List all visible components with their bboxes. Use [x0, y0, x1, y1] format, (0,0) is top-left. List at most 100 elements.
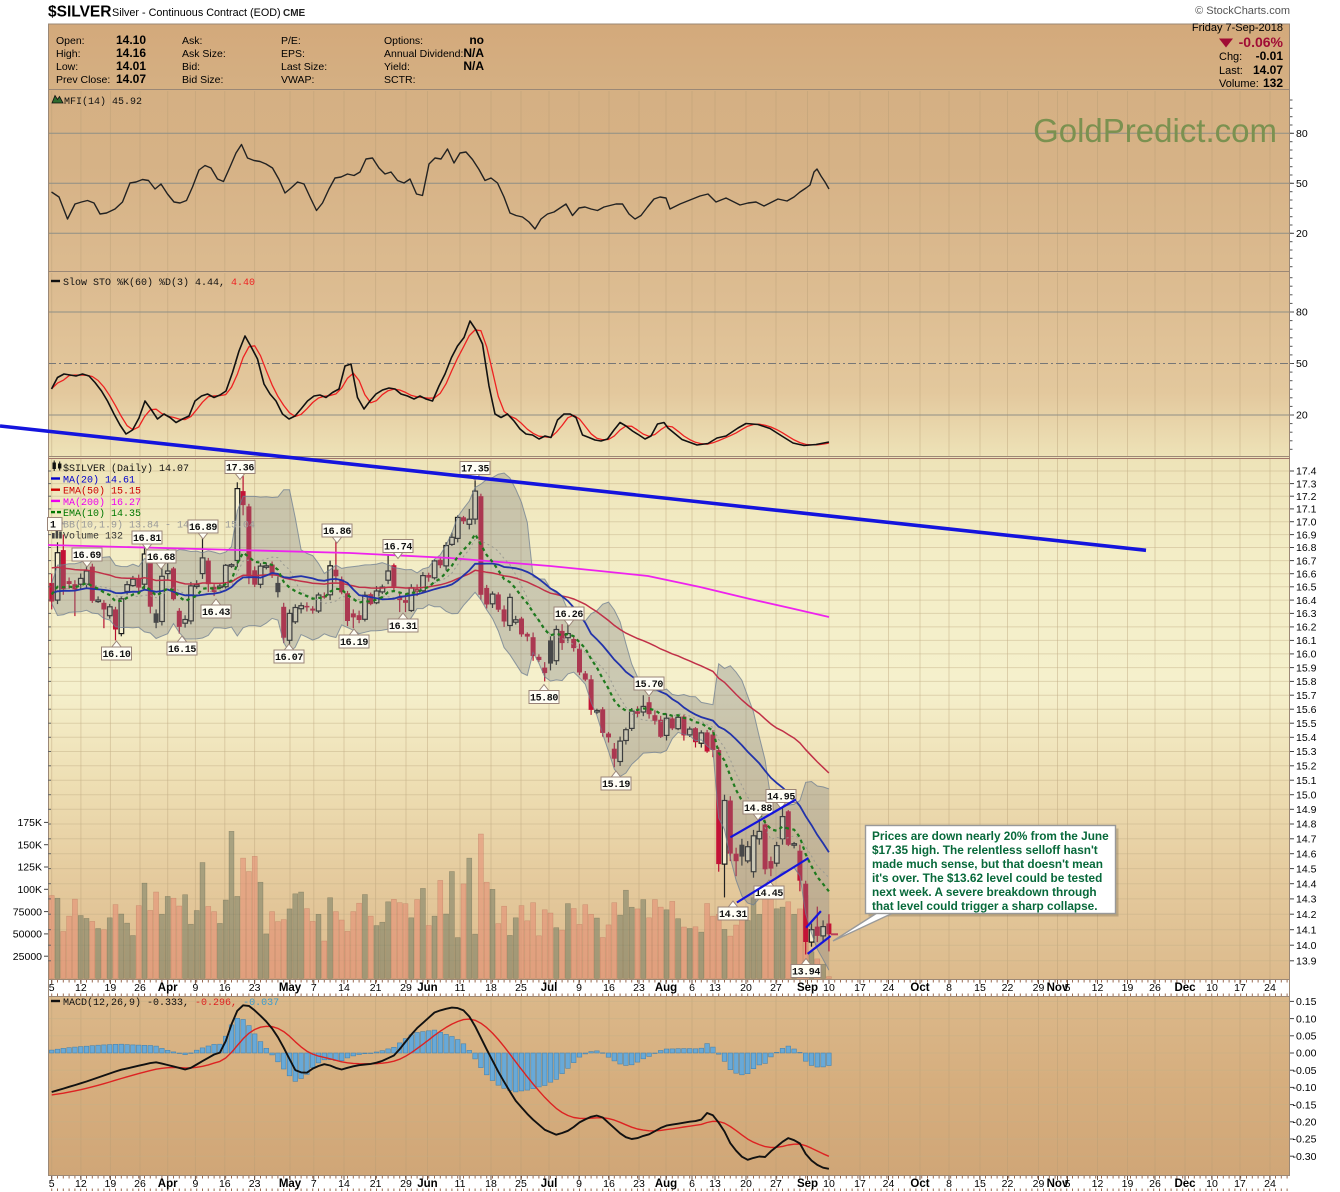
svg-text:5: 5 [49, 1178, 55, 1190]
svg-text:$SILVER: $SILVER [48, 4, 111, 21]
svg-text:15.1: 15.1 [1296, 775, 1317, 787]
svg-text:50: 50 [1296, 358, 1308, 370]
svg-text:80: 80 [1296, 128, 1308, 140]
svg-text:22: 22 [1002, 982, 1014, 994]
svg-text:-0.05: -0.05 [1293, 1065, 1317, 1077]
svg-text:14: 14 [338, 1178, 350, 1190]
svg-text:Jun: Jun [417, 1178, 437, 1190]
svg-text:Aug: Aug [655, 1178, 677, 1190]
svg-text:High:: High: [56, 48, 81, 60]
svg-text:16: 16 [603, 1178, 615, 1190]
svg-text:14.01: 14.01 [116, 59, 146, 73]
svg-text:made much sense, but that does: made much sense, but that doesn't mean [872, 857, 1103, 871]
svg-text:8: 8 [946, 1178, 952, 1190]
svg-text:Bid:: Bid: [182, 61, 200, 73]
svg-text:11: 11 [455, 982, 466, 994]
svg-text:15.80: 15.80 [530, 694, 558, 705]
svg-text:Apr: Apr [158, 982, 178, 994]
svg-text:14.5: 14.5 [1296, 863, 1317, 875]
svg-text:24: 24 [883, 982, 895, 994]
svg-text:16.81: 16.81 [133, 534, 161, 545]
svg-text:Nov: Nov [1047, 1178, 1069, 1190]
svg-text:16.31: 16.31 [389, 622, 417, 633]
svg-text:Ask:: Ask: [182, 35, 202, 47]
svg-text:14.16: 14.16 [116, 46, 146, 60]
svg-text:it's over. The $13.62 level co: it's over. The $13.62 level could be tes… [872, 871, 1102, 885]
svg-text:26: 26 [134, 982, 146, 994]
svg-text:Nov: Nov [1047, 982, 1069, 994]
svg-text:© StockCharts.com: © StockCharts.com [1195, 5, 1290, 17]
svg-text:Dec: Dec [1174, 1178, 1196, 1190]
svg-text:16.0: 16.0 [1296, 649, 1317, 661]
svg-text:Volume 132: Volume 132 [63, 531, 123, 543]
svg-text:24: 24 [1264, 982, 1276, 994]
svg-text:16.69: 16.69 [73, 551, 101, 562]
svg-text:$SILVER (Daily) 14.07: $SILVER (Daily) 14.07 [63, 463, 189, 475]
svg-text:15.0: 15.0 [1296, 789, 1317, 801]
svg-text:24: 24 [883, 1178, 895, 1190]
svg-text:no: no [469, 33, 484, 47]
svg-text:15: 15 [974, 1178, 986, 1190]
svg-text:16.26: 16.26 [555, 610, 583, 621]
svg-text:17.1: 17.1 [1296, 504, 1317, 516]
svg-text:14.8: 14.8 [1296, 819, 1317, 831]
svg-text:EMA(50) 15.15: EMA(50) 15.15 [63, 486, 141, 498]
svg-text:Last:: Last: [1219, 65, 1243, 77]
svg-text:6: 6 [689, 982, 695, 994]
svg-text:Dec: Dec [1174, 982, 1196, 994]
svg-text:N/A: N/A [463, 59, 484, 73]
svg-text:Jul: Jul [541, 1178, 558, 1190]
svg-text:13: 13 [709, 982, 721, 994]
svg-text:MFI(14) 45.92: MFI(14) 45.92 [64, 96, 142, 108]
svg-text:17: 17 [854, 982, 866, 994]
svg-text:15.70: 15.70 [635, 680, 663, 691]
svg-text:Yield:: Yield: [384, 61, 410, 73]
svg-text:14.3: 14.3 [1296, 894, 1317, 906]
svg-text:15.8: 15.8 [1296, 676, 1317, 688]
svg-text:14.4: 14.4 [1296, 878, 1317, 890]
svg-text:GoldPredict.com: GoldPredict.com [1033, 112, 1277, 149]
svg-text:18: 18 [485, 1178, 497, 1190]
svg-text:14.95: 14.95 [767, 793, 795, 804]
svg-text:1: 1 [50, 521, 56, 532]
svg-text:Jul: Jul [541, 982, 558, 994]
svg-text:14.2: 14.2 [1296, 909, 1317, 921]
svg-text:16.7: 16.7 [1296, 555, 1317, 567]
svg-text:14: 14 [338, 982, 350, 994]
svg-text:Prev Close:: Prev Close: [56, 74, 110, 86]
svg-text:Volume:: Volume: [1219, 78, 1259, 90]
svg-text:6: 6 [689, 1178, 695, 1190]
svg-text:16.9: 16.9 [1296, 529, 1317, 541]
svg-text:Silver - Continuous Contract (: Silver - Continuous Contract (EOD) [112, 7, 281, 19]
svg-text:12: 12 [1092, 1178, 1104, 1190]
svg-text:16.6: 16.6 [1296, 568, 1317, 580]
svg-text:16.4: 16.4 [1296, 595, 1317, 607]
svg-text:-0.25: -0.25 [1293, 1134, 1317, 1146]
svg-text:16: 16 [219, 982, 231, 994]
svg-text:12: 12 [75, 982, 87, 994]
svg-text:16.15: 16.15 [168, 645, 196, 656]
svg-text:16.86: 16.86 [323, 527, 351, 538]
svg-text:0.00: 0.00 [1296, 1048, 1317, 1060]
svg-text:10: 10 [823, 1178, 835, 1190]
svg-text:16.1: 16.1 [1296, 635, 1317, 647]
svg-text:20: 20 [740, 1178, 752, 1190]
svg-text:150K: 150K [17, 839, 42, 851]
svg-text:14.1: 14.1 [1296, 924, 1317, 936]
svg-text:23: 23 [633, 1178, 645, 1190]
svg-text:-0.06%: -0.06% [1239, 34, 1284, 50]
svg-text:19: 19 [105, 1178, 117, 1190]
svg-text:SCTR:: SCTR: [384, 74, 416, 86]
svg-text:-0.20: -0.20 [1293, 1117, 1317, 1129]
svg-text:5: 5 [1065, 982, 1071, 994]
svg-text:16.2: 16.2 [1296, 622, 1317, 634]
svg-text:Sep: Sep [797, 982, 818, 994]
svg-text:14.7: 14.7 [1296, 834, 1317, 846]
svg-text:17: 17 [1234, 982, 1246, 994]
svg-text:75000: 75000 [13, 906, 42, 918]
svg-text:13.9: 13.9 [1296, 956, 1317, 968]
svg-text:50000: 50000 [13, 929, 42, 941]
svg-text:MA(20) 14.61: MA(20) 14.61 [63, 475, 135, 487]
svg-text:17.2: 17.2 [1296, 491, 1317, 503]
svg-text:12: 12 [75, 1178, 87, 1190]
